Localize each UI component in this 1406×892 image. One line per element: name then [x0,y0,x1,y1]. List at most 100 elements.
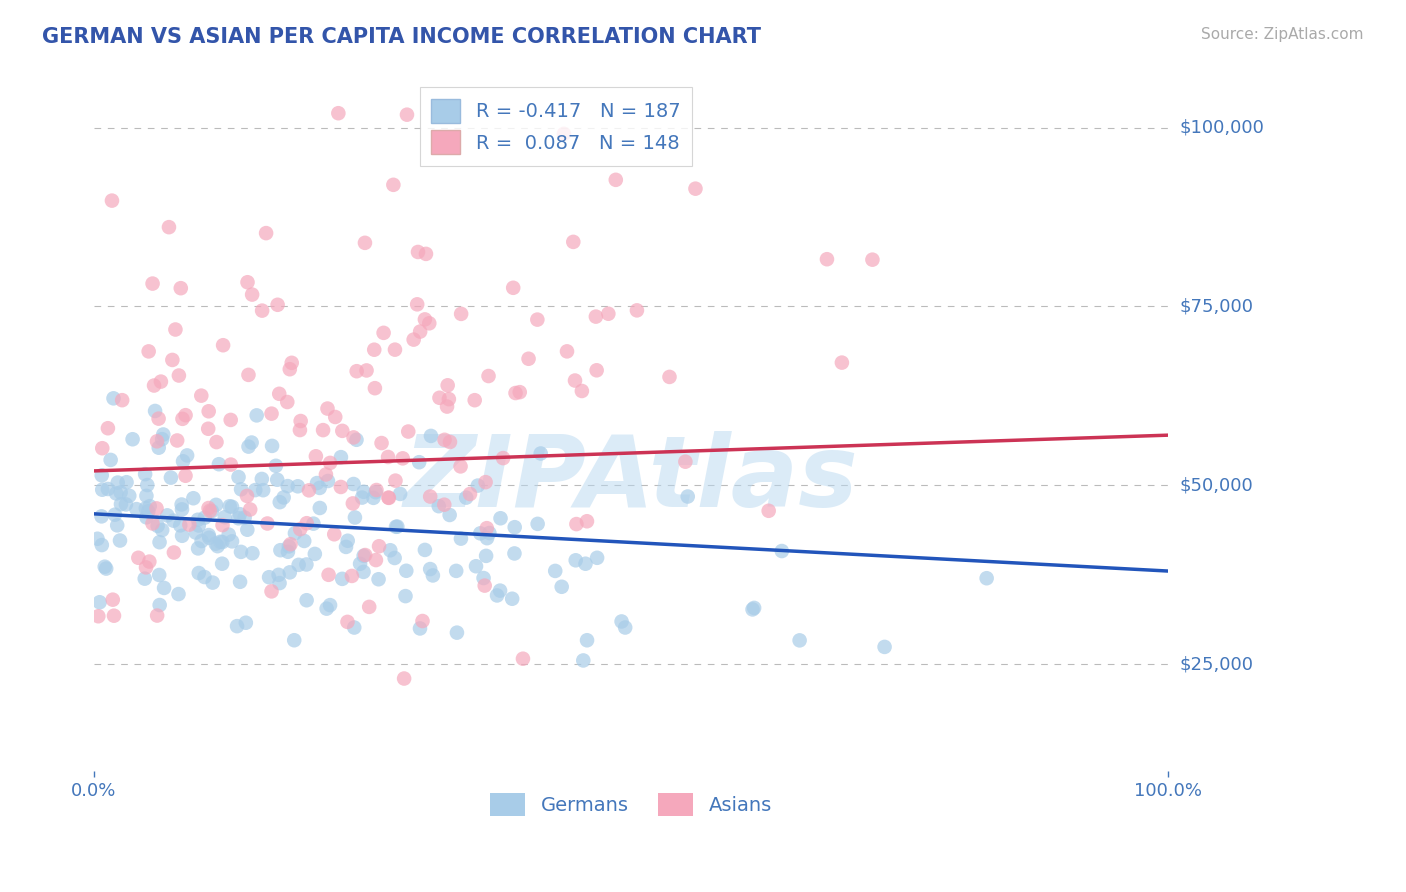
Point [316,401,339,416]
Point [236,275,259,289]
Point [153,581,176,595]
Point [685,182,707,196]
Point [143,404,166,418]
Point [205,435,228,450]
Point [269,495,291,509]
Point [246,409,269,423]
Point [384,343,406,357]
Text: ZIPAtlas: ZIPAtlas [404,432,859,528]
Point [530,446,553,460]
Point [150,432,173,446]
Point [450,532,472,546]
Point [395,108,418,122]
Point [292,533,315,548]
Point [278,566,301,580]
Point [197,501,219,516]
Point [437,392,460,406]
Point [269,576,291,591]
Point [157,220,180,235]
Point [312,423,335,437]
Point [288,423,311,437]
Point [815,252,838,267]
Point [576,633,599,648]
Point [240,435,263,450]
Point [380,543,402,558]
Point [377,491,399,505]
Point [219,413,242,427]
Point [145,501,167,516]
Point [346,433,368,447]
Point [125,502,148,516]
Point [86,532,108,546]
Point [238,368,260,382]
Point [229,545,252,559]
Point [162,514,184,528]
Point [148,535,170,549]
Point [429,391,451,405]
Point [474,475,496,490]
Point [105,486,128,500]
Point [562,235,585,249]
Point [278,362,301,376]
Point [166,434,188,448]
Point [135,489,157,503]
Point [742,601,765,615]
Point [110,497,132,511]
Point [526,516,548,531]
Point [221,534,243,549]
Point [204,537,226,551]
Point [148,441,170,455]
Point [422,568,444,582]
Point [413,542,436,557]
Point [389,487,412,501]
Point [156,508,179,523]
Point [363,491,385,505]
Point [267,567,290,582]
Point [478,526,501,541]
Point [90,538,112,552]
Point [201,504,224,518]
Point [108,533,131,548]
Point [115,498,138,512]
Point [427,499,450,513]
Point [492,451,515,466]
Point [544,564,567,578]
Point [283,633,305,648]
Point [187,566,209,580]
Point [110,485,132,500]
Point [758,504,780,518]
Point [172,412,194,426]
Point [260,584,283,599]
Point [503,520,526,534]
Point [402,333,425,347]
Point [673,455,696,469]
Point [353,565,375,579]
Point [269,386,291,401]
Point [676,490,699,504]
Point [198,531,221,545]
Point [135,510,157,524]
Point [364,485,387,500]
Point [242,546,264,560]
Point [254,226,277,240]
Point [340,569,363,583]
Point [610,615,633,629]
Point [187,513,209,527]
Point [319,598,342,612]
Point [97,482,120,496]
Point [976,571,998,585]
Point [276,395,298,409]
Point [470,526,492,541]
Point [207,539,229,553]
Point [236,489,259,503]
Point [436,378,458,392]
Point [474,579,496,593]
Point [135,501,157,516]
Point [475,549,498,563]
Text: $25,000: $25,000 [1180,655,1254,673]
Point [413,312,436,326]
Point [571,384,593,398]
Point [391,451,413,466]
Point [862,252,884,267]
Point [160,470,183,484]
